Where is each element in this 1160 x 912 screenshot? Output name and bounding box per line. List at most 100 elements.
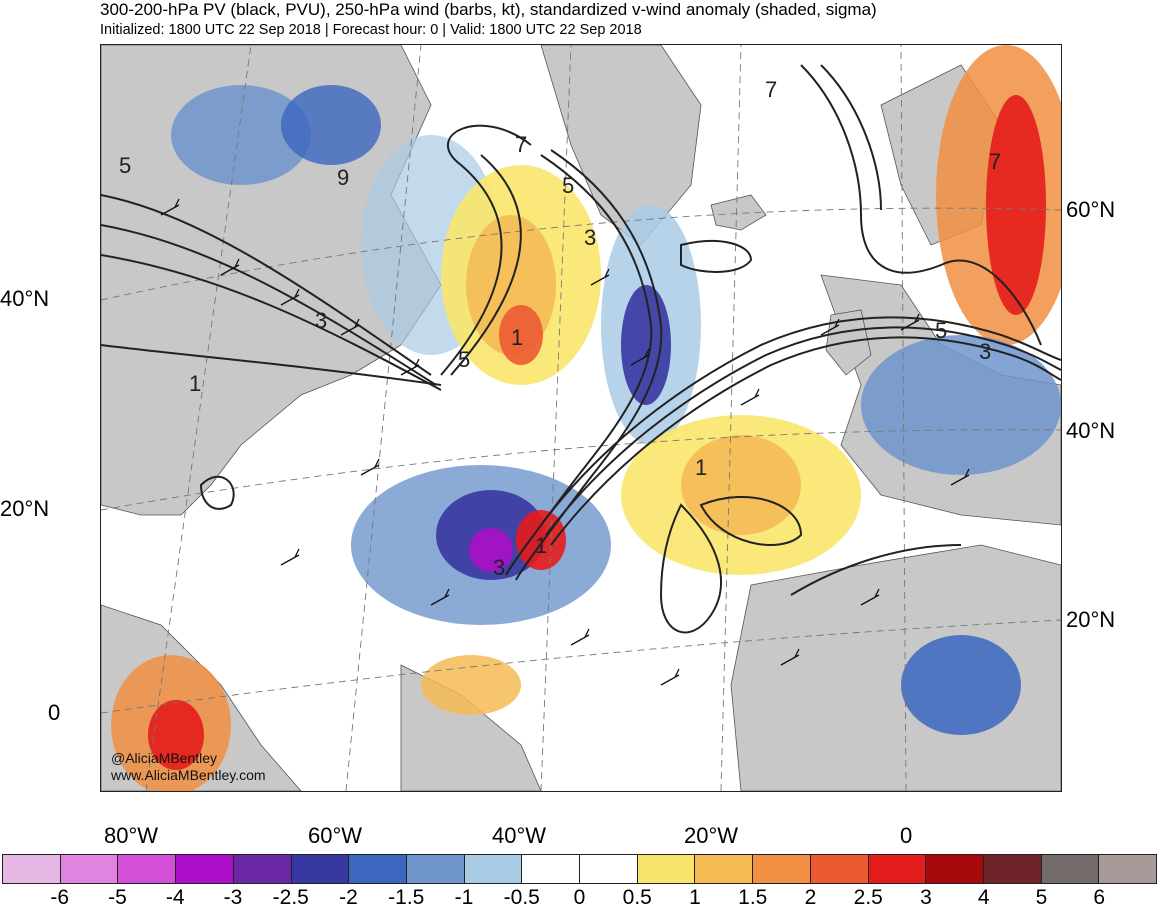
colorbar-segment — [176, 855, 234, 883]
pv-contour — [820, 64, 882, 211]
wind-barbs — [160, 198, 970, 686]
anomaly-region — [681, 435, 801, 535]
longitude-line — [345, 45, 422, 791]
colorbar-label: -5 — [108, 886, 127, 909]
pv-contour — [800, 64, 1042, 346]
colorbar-segment — [983, 855, 1042, 883]
pv-label: 3 — [315, 308, 327, 333]
pv-label: 7 — [515, 132, 527, 157]
wind-barb — [570, 628, 590, 646]
anomaly-region — [148, 700, 204, 770]
lon-label: 80°W — [104, 823, 159, 848]
colorbar-label: 6 — [1093, 886, 1106, 909]
colorbar-segment — [291, 855, 350, 883]
wind-barb — [950, 468, 970, 486]
colorbar-segment — [60, 855, 119, 883]
lat-label: 40°N — [0, 286, 50, 311]
pv-label: 5 — [935, 318, 947, 343]
wind-barb — [900, 313, 920, 331]
pv-contour — [101, 344, 442, 386]
figure-subtitle: Initialized: 1800 UTC 22 Sep 2018 | Fore… — [100, 22, 642, 38]
colorbar-segment — [580, 855, 638, 883]
iceland-land — [710, 194, 767, 231]
lon-label: 60°W — [308, 823, 363, 848]
colorbar-label: 1.5 — [738, 886, 768, 909]
anomaly-region — [469, 528, 513, 572]
map-panel: 5 9 3 1 7 5 3 1 5 1 3 1 7 7 5 3 — [100, 44, 1062, 792]
wind-barb — [280, 548, 300, 566]
pv-contour-labels: 5 9 3 1 7 5 3 1 5 1 3 1 7 7 5 3 — [119, 77, 1001, 580]
credit-handle: @AliciaMBentley — [111, 750, 218, 766]
colorbar-label: 2 — [804, 886, 817, 909]
colorbar-label: -4 — [165, 886, 185, 909]
colorbar-label: -3 — [223, 886, 243, 909]
colorbar-label: -0.5 — [503, 886, 540, 909]
wind-barb — [280, 288, 300, 306]
wind-barb — [660, 668, 680, 686]
colorbar-segment — [1099, 855, 1157, 883]
colorbar-label: 0.5 — [622, 886, 652, 909]
colorbar-segment — [868, 855, 927, 883]
latitude-line — [101, 619, 1061, 714]
pv-label: 7 — [765, 77, 777, 102]
anomaly-region — [621, 285, 671, 405]
pv-contours — [101, 64, 1061, 634]
wind-barb — [400, 358, 420, 376]
wind-barb — [220, 258, 240, 276]
latitude-line — [101, 429, 1061, 511]
pv-contour — [101, 194, 432, 376]
lon-label: 0 — [900, 823, 913, 848]
pv-contour — [540, 316, 1061, 526]
colorbar-labels: -6 -5 -4 -3 -2.5 -2 -1.5 -1 -0.5 0 0.5 1 1.5 2 2.5 3 4 5 6 — [0, 886, 1160, 912]
longitude-line — [145, 45, 252, 791]
colorbar-segment — [349, 855, 407, 883]
colorbar-segment — [464, 855, 523, 883]
colorbar-label: -6 — [50, 886, 70, 909]
colorbar-segment — [3, 855, 61, 883]
graticule — [101, 45, 1061, 791]
pv-label: 9 — [337, 165, 349, 190]
pv-label: 3 — [493, 555, 505, 580]
pv-contour — [659, 503, 722, 634]
colorbar-segment — [118, 855, 177, 883]
anomaly-region — [421, 655, 521, 715]
pv-label: 5 — [562, 173, 574, 198]
figure-title: 300-200-hPa PV (black, PVU), 250-hPa win… — [100, 0, 877, 19]
wind-barb — [430, 588, 450, 606]
pv-label: 7 — [989, 149, 1001, 174]
pv-label: 1 — [511, 325, 523, 350]
longitude-line — [720, 45, 742, 791]
colorbar-label: -1 — [454, 886, 474, 909]
colorbar-segment — [926, 855, 984, 883]
colorbar-segment — [753, 855, 811, 883]
pv-contour — [101, 224, 437, 386]
anomaly-region — [171, 85, 311, 185]
lat-label: 20°N — [0, 496, 50, 521]
longitude-line — [540, 45, 572, 791]
colorbar-label: 0 — [573, 886, 586, 909]
pv-contour — [101, 254, 442, 391]
colorbar-label: 3 — [920, 886, 932, 909]
pv-label: 1 — [695, 455, 707, 480]
credit-url: www.AliciaMBentley.com — [111, 767, 266, 783]
pv-contour — [450, 154, 522, 376]
wind-barb — [340, 318, 360, 336]
lat-label: 0 — [48, 700, 61, 725]
anomaly-region — [861, 335, 1061, 475]
lon-label: 40°W — [492, 823, 547, 848]
anomaly-region — [499, 305, 543, 365]
wind-barb — [740, 388, 760, 406]
longitude-line — [900, 45, 907, 791]
wind-barb — [780, 648, 800, 666]
colorbar-label: -1.5 — [388, 886, 425, 909]
colorbar-label: -2.5 — [272, 886, 309, 909]
pv-contour — [550, 336, 1061, 546]
pv-label: 1 — [535, 533, 547, 558]
pv-label: 5 — [458, 347, 470, 372]
wind-barb — [360, 458, 380, 476]
colorbar-label: -2 — [339, 886, 358, 909]
colorbar-label: 4 — [977, 886, 990, 909]
wind-barb — [820, 318, 840, 336]
colorbar-segment — [695, 855, 754, 883]
pv-contour — [199, 475, 235, 510]
